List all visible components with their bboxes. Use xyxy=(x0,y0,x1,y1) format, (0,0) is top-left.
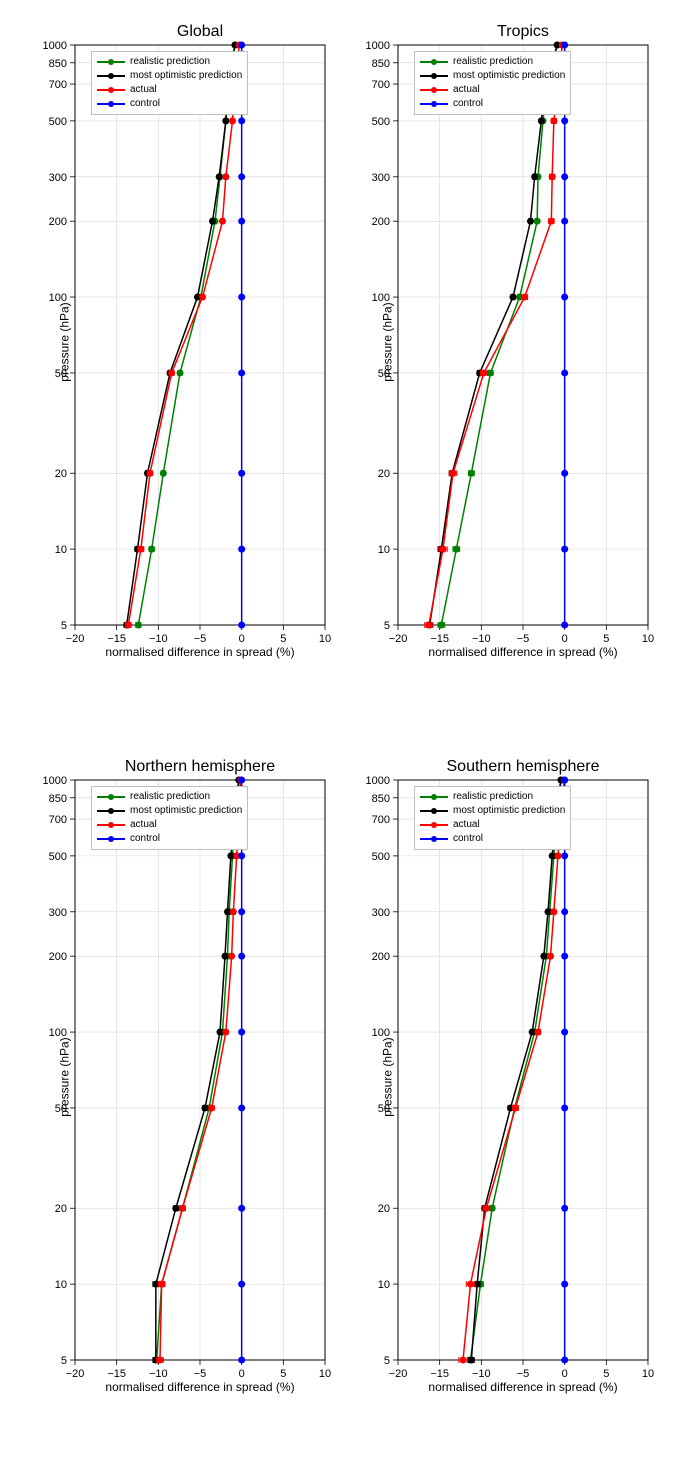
svg-text:−15: −15 xyxy=(430,1368,449,1380)
svg-text:−10: −10 xyxy=(472,1368,491,1380)
svg-text:0: 0 xyxy=(562,1368,568,1380)
legend-label: realistic prediction xyxy=(453,790,533,804)
svg-text:200: 200 xyxy=(372,951,390,963)
svg-text:5: 5 xyxy=(603,1368,609,1380)
svg-text:20: 20 xyxy=(378,1203,390,1215)
svg-text:10: 10 xyxy=(642,1368,654,1380)
svg-text:10: 10 xyxy=(378,1279,390,1291)
svg-text:50: 50 xyxy=(378,1103,390,1115)
legend: realistic predictionmost optimistic pred… xyxy=(414,786,571,850)
legend-label: most optimistic prediction xyxy=(453,804,565,818)
svg-text:−20: −20 xyxy=(389,1368,408,1380)
svg-text:700: 700 xyxy=(372,814,390,826)
svg-text:−5: −5 xyxy=(517,1368,530,1380)
svg-text:500: 500 xyxy=(372,851,390,863)
svg-text:300: 300 xyxy=(372,907,390,919)
legend-label: control xyxy=(453,832,483,846)
legend-label: actual xyxy=(453,818,480,832)
svg-text:850: 850 xyxy=(372,793,390,805)
chart-svg: −20 −15 −10 −5 0 5 10 1000 850 700 500 300 200 100 50 2… xyxy=(0,0,690,1459)
svg-text:1000: 1000 xyxy=(366,775,390,787)
svg-text:5: 5 xyxy=(384,1355,390,1367)
svg-text:100: 100 xyxy=(372,1027,390,1039)
